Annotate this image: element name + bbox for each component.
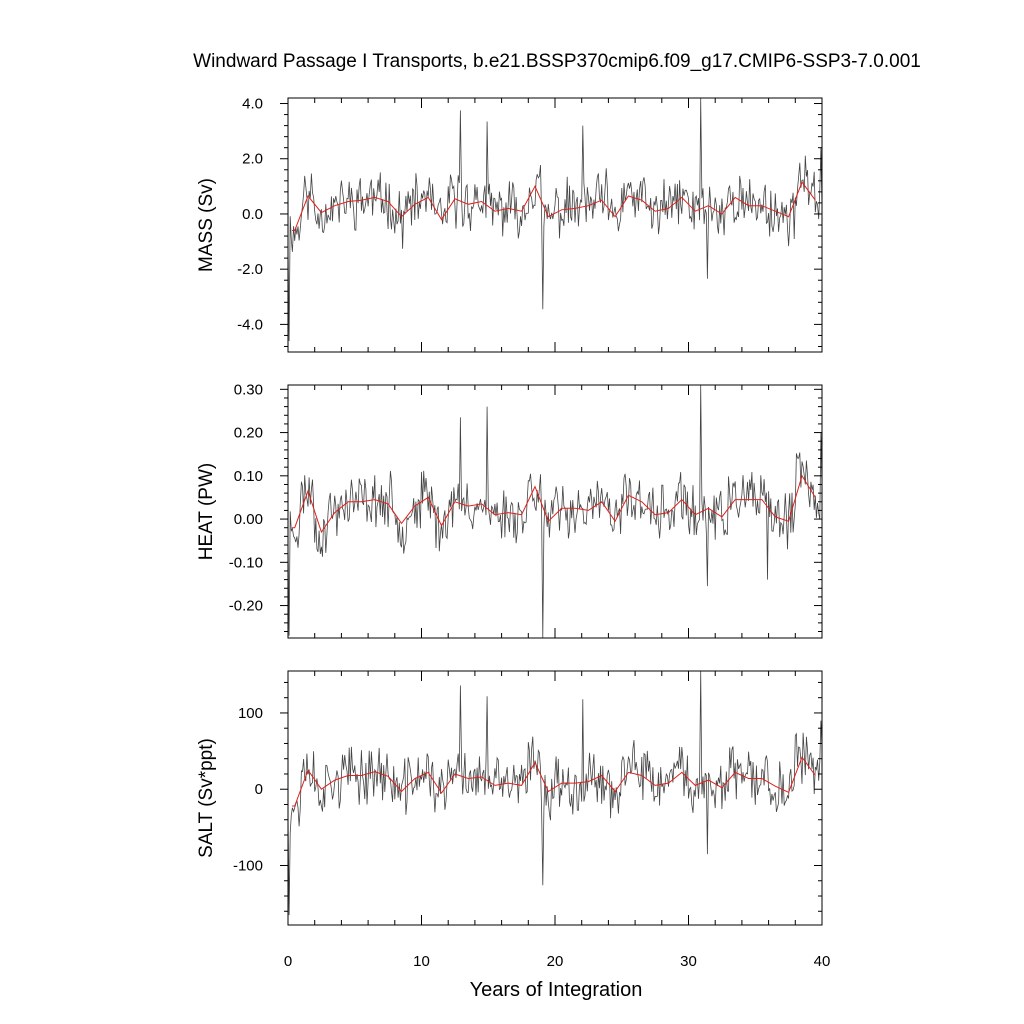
y-axis-label: SALT (Sv*ppt) [196,738,217,858]
plot-frame [287,670,823,926]
y-tick-label: -100 [233,858,263,875]
monthly-series-line [287,97,823,342]
monthly-series-line [287,384,823,639]
monthly-series-line [287,670,823,916]
chart-title: Windward Passage I Transports, b.e21.BSS… [193,51,921,72]
y-tick-label: -0.10 [229,554,263,571]
y-tick-label: 100 [238,705,263,722]
y-axis-label: HEAT (PW) [196,463,217,560]
y-axis-label: MASS (Sv) [196,178,217,272]
y-tick-label: 0.0 [242,206,263,223]
y-tick-label: 4.0 [242,96,263,113]
y-tick-label: 0 [255,781,263,798]
plot-frame [287,97,823,353]
x-tick-label: 10 [413,953,430,970]
y-tick-label: 0.10 [234,468,263,485]
annual-mean-line [292,756,816,807]
panel-2: 0.30 0.20 0.10 0.00 -0.10 -0.20 HEAT (PW) [196,381,823,639]
annual-mean-line [292,181,816,231]
x-tick-label: 30 [680,953,697,970]
x-tick-label: 0 [284,953,292,970]
y-tick-label: 2.0 [242,151,263,168]
panel-1: 4.0 2.0 0.0 -2.0 -4.0 MASS (Sv) [196,96,823,353]
y-tick-label: -0.20 [229,598,263,615]
x-tick-label: 20 [547,953,564,970]
x-axis-label: Years of Integration [470,979,643,1001]
plot-frame [287,384,823,639]
y-tick-label: 0.30 [234,381,263,398]
x-tick-label: 40 [814,953,831,970]
y-tick-label: -4.0 [237,316,263,333]
panel-3: 100 0 -100 SALT (Sv*ppt) [196,670,823,926]
y-tick-label: 0.00 [234,511,263,528]
y-tick-label: -2.0 [237,261,263,278]
annual-mean-line [292,474,816,534]
y-tick-label: 0.20 [234,425,263,442]
